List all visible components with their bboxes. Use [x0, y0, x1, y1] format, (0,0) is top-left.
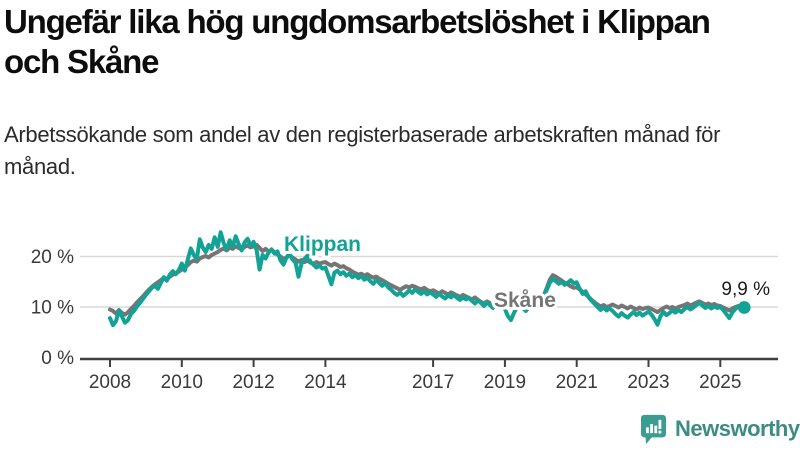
series-label: Klippan [284, 233, 361, 256]
y-tick-label: 10 % [31, 298, 74, 319]
series-line-klippan [108, 230, 747, 328]
value-annotation: 9,9 % [721, 279, 770, 300]
bar-chart-speech-bubble-icon [641, 414, 666, 444]
end-point-marker [737, 301, 751, 314]
x-tick-label: 2014 [304, 372, 347, 393]
x-tick-label: 2008 [89, 372, 131, 393]
x-tick-label: 2010 [161, 372, 203, 393]
x-tick-label: 2017 [412, 372, 454, 393]
y-tick-label: 20 % [31, 247, 74, 268]
chart-subtitle: Arbetssökande som andel av den registerb… [4, 122, 721, 179]
newsworthy-logo: Newsworthy [640, 413, 800, 445]
y-tick-label: 0 % [41, 348, 74, 369]
chart-title: Ungefär lika hög ungdomsarbetslöshet i K… [4, 3, 711, 81]
newsworthy-wordmark: Newsworthy [675, 416, 800, 441]
x-tick-label: 2019 [484, 372, 526, 393]
x-tick-label: 2023 [627, 372, 669, 393]
series-label: Skåne [494, 289, 556, 312]
x-tick-label: 2025 [699, 372, 741, 393]
x-tick-label: 2021 [556, 372, 598, 393]
series-line-skane [108, 242, 747, 317]
x-tick-label: 2012 [232, 372, 274, 393]
